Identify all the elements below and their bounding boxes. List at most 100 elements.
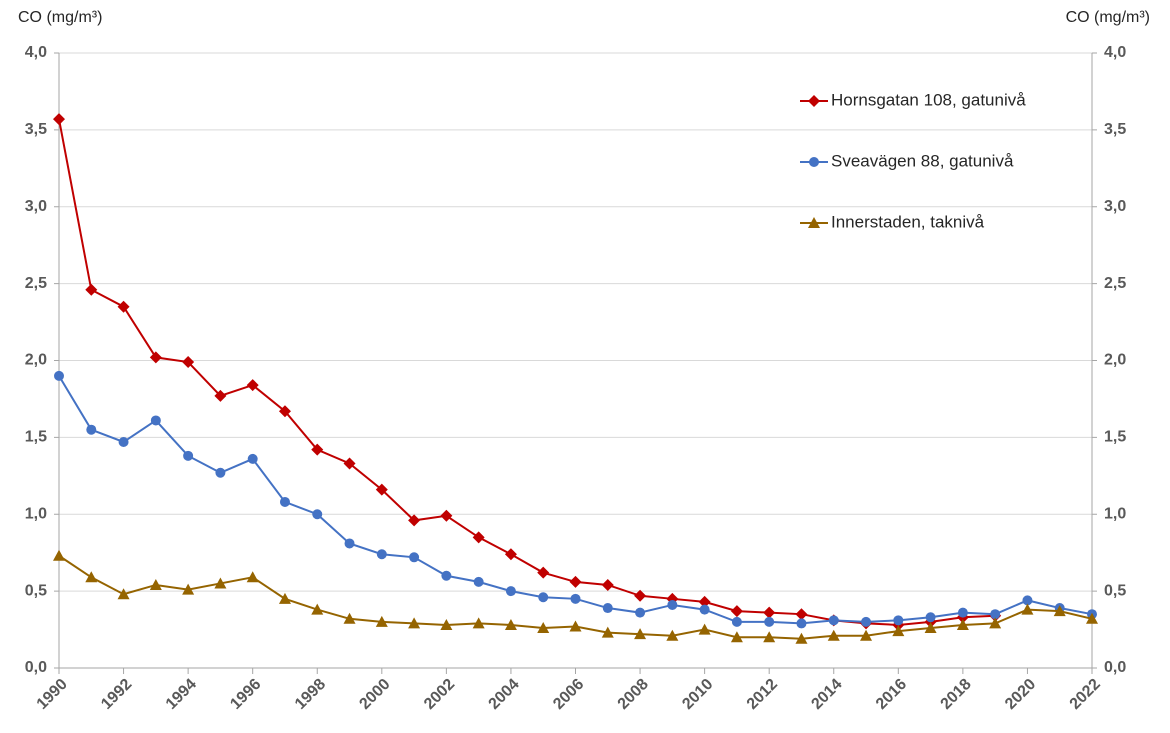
data-point — [312, 509, 323, 520]
y-tick-label: 3,0 — [25, 198, 47, 215]
data-point — [827, 629, 840, 641]
data-point — [763, 606, 776, 619]
x-tick-label: 2008 — [615, 676, 652, 713]
y2-tick-label: 1,0 — [1104, 505, 1126, 522]
y-axis-title: CO (mg/m³) — [18, 9, 102, 26]
x-tick-label: 2004 — [486, 676, 523, 713]
data-point — [569, 620, 582, 632]
data-point — [472, 617, 485, 629]
data-point — [569, 575, 582, 588]
data-point — [343, 612, 356, 624]
y2-tick-label: 0,5 — [1104, 582, 1126, 599]
y2-axis-title: CO (mg/m³) — [1066, 9, 1150, 26]
y-tick-label: 2,5 — [25, 275, 47, 292]
data-point — [763, 631, 776, 643]
data-point — [795, 632, 808, 644]
legend-label: Hornsgatan 108, gatunivå — [831, 90, 1026, 109]
x-tick-label: 2018 — [937, 676, 974, 713]
y2-tick-label: 0,0 — [1104, 659, 1126, 676]
x-tick-label: 1994 — [163, 676, 200, 713]
data-point — [698, 595, 711, 608]
data-point — [149, 578, 162, 590]
y2-tick-label: 2,5 — [1104, 275, 1126, 292]
y-tick-label: 2,0 — [25, 352, 47, 369]
data-point — [505, 586, 516, 597]
data-point — [828, 615, 839, 626]
y2-tick-label: 2,0 — [1104, 352, 1126, 369]
data-point — [504, 548, 517, 561]
data-point — [698, 623, 711, 635]
data-point — [246, 379, 259, 392]
data-point — [440, 618, 453, 630]
data-point — [246, 571, 259, 583]
data-point — [989, 617, 1002, 629]
data-point — [86, 424, 97, 435]
data-point — [537, 566, 550, 579]
data-point — [699, 604, 710, 615]
data-point — [924, 622, 937, 634]
y2-tick-label: 3,0 — [1104, 198, 1126, 215]
legend-marker — [809, 157, 819, 167]
data-point — [601, 626, 614, 638]
data-point — [440, 509, 453, 522]
data-point — [375, 483, 388, 496]
data-point — [215, 467, 226, 478]
data-point — [956, 618, 969, 630]
data-point — [892, 625, 905, 637]
data-point — [278, 592, 291, 604]
data-point — [1053, 605, 1066, 617]
data-point — [504, 618, 517, 630]
data-point — [860, 629, 873, 641]
data-point — [1086, 612, 1098, 624]
y-tick-label: 4,0 — [25, 44, 47, 61]
data-point — [667, 599, 678, 610]
data-point — [375, 615, 388, 627]
data-point — [538, 592, 549, 603]
data-point — [634, 628, 647, 640]
data-point — [570, 593, 581, 604]
x-tick-label: 2006 — [550, 676, 587, 713]
data-point — [117, 300, 130, 313]
data-point — [376, 549, 387, 560]
data-point — [925, 612, 936, 623]
data-point — [796, 618, 807, 629]
y-tick-label: 0,0 — [25, 659, 47, 676]
data-point — [893, 615, 904, 626]
y2-tick-label: 1,5 — [1104, 429, 1126, 446]
data-point — [408, 514, 421, 527]
x-tick-label: 2022 — [1067, 676, 1104, 713]
data-point — [85, 571, 98, 583]
data-point — [343, 457, 356, 470]
data-point — [634, 589, 647, 602]
legend-label: Sveavägen 88, gatunivå — [831, 151, 1014, 170]
data-point — [279, 496, 290, 507]
data-point — [344, 538, 355, 549]
legend-marker — [808, 217, 820, 228]
data-point — [472, 531, 485, 544]
data-point — [149, 351, 162, 364]
data-point — [53, 113, 65, 126]
x-tick-label: 2016 — [873, 676, 910, 713]
data-point — [182, 356, 195, 369]
data-point — [408, 617, 421, 629]
y2-tick-label: 3,5 — [1104, 121, 1126, 138]
data-point — [1021, 603, 1034, 615]
x-tick-label: 2000 — [356, 676, 393, 713]
data-point — [602, 603, 613, 614]
y-tick-label: 1,0 — [25, 505, 47, 522]
data-point — [278, 405, 291, 418]
data-point — [117, 588, 130, 600]
data-point — [214, 577, 227, 589]
legend-label: Innerstaden, taknivå — [831, 212, 985, 231]
x-tick-label: 2012 — [744, 676, 781, 713]
data-point — [441, 570, 452, 581]
y-tick-label: 3,5 — [25, 121, 47, 138]
series-line — [58, 118, 996, 626]
y-tick-label: 0,5 — [25, 582, 47, 599]
data-point — [311, 443, 324, 456]
data-point — [182, 583, 195, 595]
y2-tick-label: 4,0 — [1104, 44, 1126, 61]
data-point — [1022, 595, 1033, 606]
data-point — [666, 629, 679, 641]
